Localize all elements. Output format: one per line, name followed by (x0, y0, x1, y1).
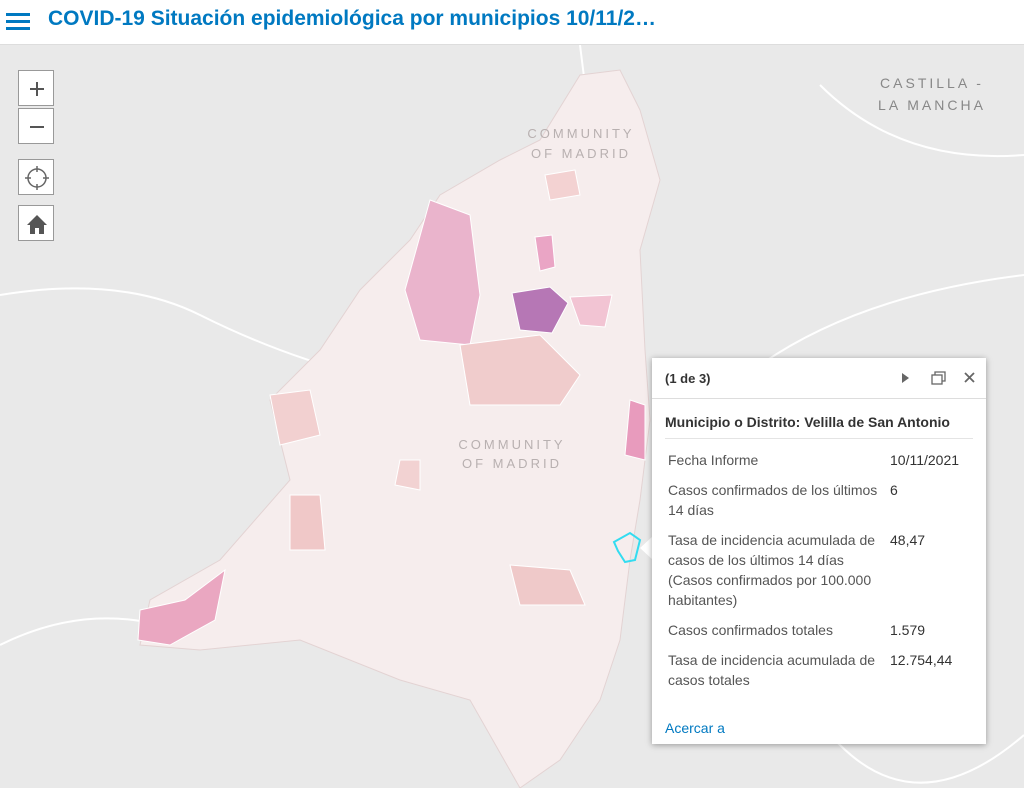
zoom-link[interactable]: Acercar a (665, 720, 725, 736)
region-label: CASTILLA - (880, 75, 984, 91)
region-label: COMMUNITY (527, 126, 634, 141)
field-value: 10/11/2021 (890, 452, 960, 468)
field-value: 6 (890, 482, 898, 498)
field-label: Fecha Informe (668, 452, 759, 468)
field-label: Tasa de incidencia acumulada de casos to… (668, 652, 876, 688)
popup-actions (902, 371, 975, 385)
field-row: Fecha Informe 10/11/2021 (664, 448, 976, 478)
home-button[interactable] (18, 205, 54, 241)
popup-title: Municipio o Distrito: Velilla de San Ant… (665, 414, 950, 430)
field-row: Casos confirmados totales 1.579 (664, 618, 976, 648)
header: COVID-19 Situación epidemiológica por mu… (0, 0, 1024, 45)
field-row: Casos confirmados de los últimos 14 días… (664, 478, 976, 528)
popup-fields: Fecha Informe 10/11/2021 Casos confirmados… (664, 448, 976, 698)
field-row: Tasa de incidencia acumulada de casos de… (664, 528, 976, 618)
popup-pointer (640, 536, 653, 560)
zoom-out[interactable] (18, 108, 54, 144)
popup: (1 de 3) Municipio o Distrito: Velilla d… (652, 358, 986, 744)
field-label: Casos confirmados de los últimos 14 días (668, 482, 878, 518)
region-label: COMMUNITY (458, 437, 565, 452)
field-row: Tasa de incidencia acumulada de casos to… (664, 648, 976, 698)
menu-button[interactable] (6, 12, 32, 32)
region-label: OF MADRID (531, 146, 631, 161)
zoom-in[interactable] (18, 70, 54, 106)
field-label: Casos confirmados totales (668, 622, 833, 638)
app-title: COVID-19 Situación epidemiológica por mu… (48, 7, 656, 30)
divider (652, 398, 986, 399)
region-label: LA MANCHA (878, 97, 986, 113)
field-value: 12.754,44 (890, 652, 953, 668)
locate-button[interactable] (18, 159, 54, 195)
field-value: 48,47 (890, 532, 926, 548)
next-button[interactable] (902, 373, 909, 383)
dock-button[interactable] (931, 371, 946, 385)
field-value: 1.579 (890, 622, 926, 638)
popup-pager: (1 de 3) (665, 371, 711, 386)
field-label: Tasa de incidencia acumulada de casos de… (668, 532, 876, 608)
close-button[interactable] (964, 372, 975, 383)
divider (665, 438, 973, 439)
region-label: OF MADRID (462, 456, 562, 471)
